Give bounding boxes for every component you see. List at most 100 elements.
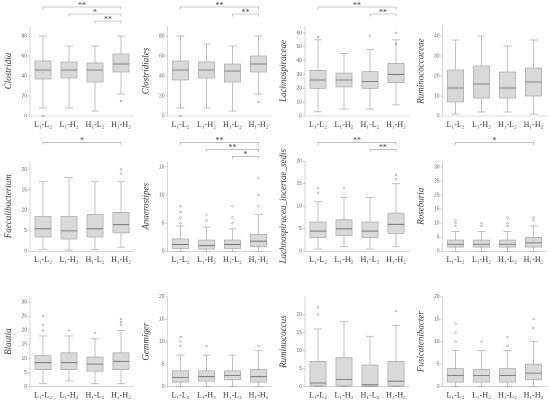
y-tick-label: 15: [434, 316, 440, 322]
panel-title: Ruminococcaceae: [416, 38, 426, 104]
y-tick-label: 5: [24, 228, 27, 234]
x-tick-label: L₁-H₂: [197, 120, 216, 129]
y-tick-label: 60: [159, 53, 165, 59]
panel: Fusicatenibacter 0 5 10 15 20 L₁-L₂ L₁-H₂ H₁-L₂ H…: [416, 294, 547, 399]
x-tick-label: L₁-L₂: [446, 390, 464, 399]
box: [387, 212, 405, 234]
x-tick-label: L₁-L₂: [34, 120, 52, 129]
outlier: [179, 205, 182, 208]
outlier: [179, 340, 182, 343]
y-tick-label: 0: [437, 249, 440, 255]
y-tick-label: 10: [296, 348, 302, 354]
y-tick-label: 20: [159, 294, 165, 300]
y-tick-label: 5: [437, 235, 440, 241]
significance-label: *: [80, 136, 84, 145]
panel-title: Clostridia: [3, 52, 13, 89]
significance-bracket: [317, 6, 397, 10]
panel-title: Lachnospiracea_incertae_sedis: [278, 149, 288, 265]
y-tick-label: 30: [434, 53, 440, 59]
panel: Lachnospiracea_incertae_sedis 0 5 10 15 20 L₁-…: [278, 136, 409, 265]
box: [525, 236, 542, 248]
box: [361, 364, 379, 387]
box: [172, 370, 189, 383]
outlier: [454, 222, 457, 225]
outlier: [532, 216, 535, 219]
outlier: [316, 306, 320, 309]
x-tick-label: L₁-H₂: [197, 390, 216, 399]
panel: Clostridiales 0 20 40 60 80 L₁-L₂ L₁-H₂ H₁-L₂ H₁-…: [141, 0, 272, 129]
significance-bracket: [369, 149, 397, 152]
y-tick-label: 0: [437, 384, 440, 390]
significance-label: **: [242, 7, 250, 16]
outlier: [506, 224, 509, 228]
y-tick-label: 25: [434, 178, 440, 184]
outlier: [205, 219, 208, 222]
panel: Clostridia 0 20 40 60 80 L₁-L₂ L₁-H₂ H₁-L₂ H₁-H₂ *…: [3, 0, 134, 129]
x-tick-label: H₁-L₂: [223, 255, 242, 264]
y-tick-label: 5: [162, 221, 165, 227]
y-tick-label: 10: [296, 204, 302, 210]
outlier: [231, 205, 234, 208]
panel-title: Lachnospiraceae: [278, 40, 288, 103]
x-tick-label: H₁-H₂: [111, 255, 131, 264]
y-tick-label: 20: [296, 312, 302, 318]
x-tick-label: L₁-L₂: [446, 255, 464, 264]
y-tick-label: 20: [296, 86, 302, 92]
x-tick-label: L₁-L₂: [34, 255, 52, 264]
x-tick-label: H₁-L₂: [223, 390, 242, 399]
outlier: [41, 329, 45, 332]
panel-title: Blautia: [3, 328, 13, 355]
outlier: [506, 222, 509, 225]
outlier: [342, 187, 346, 190]
x-tick-label: L₁-H₂: [472, 390, 491, 399]
x-tick-label: L₁-H₂: [60, 390, 79, 399]
y-tick-label: 0: [162, 384, 165, 390]
box: [387, 63, 405, 84]
outlier: [506, 216, 509, 219]
significance-bracket: [180, 6, 259, 10]
y-tick-label: 0: [299, 384, 302, 390]
x-tick-label: H₁-L₂: [361, 255, 380, 264]
y-tick-label: 0: [299, 113, 302, 119]
significance-bracket: [42, 6, 122, 10]
x-tick-label: L₁-L₂: [171, 390, 189, 399]
significance-label: **: [78, 0, 86, 9]
outlier: [41, 323, 45, 326]
x-tick-label: L₁-H₂: [335, 390, 354, 399]
outlier: [41, 315, 45, 318]
significance-label: **: [379, 143, 387, 152]
y-tick-label: 5: [299, 366, 302, 372]
box: [499, 71, 516, 99]
y-tick-label: 30: [434, 164, 440, 170]
outlier: [93, 332, 97, 335]
y-tick-label: 5: [162, 361, 165, 367]
y-tick-label: 10: [296, 99, 302, 105]
x-tick-label: H₁-L₂: [361, 120, 380, 129]
y-tick-label: 20: [21, 167, 27, 173]
y-tick-label: 0: [437, 113, 440, 119]
y-tick-label: 15: [434, 206, 440, 212]
x-tick-label: L₁-H₂: [472, 255, 491, 264]
panel: Blautia 0 5 10 15 20 25 30 L₁-L₂ L₁-H₂ H₁-L₂ H₁-H₂: [3, 296, 134, 399]
y-tick-label: 10: [159, 192, 165, 198]
panel-title: Clostridiales: [141, 47, 151, 94]
outlier: [480, 224, 483, 228]
significance-label: **: [216, 0, 224, 9]
x-tick-label: H₁-L₂: [498, 120, 517, 129]
box: [250, 369, 267, 383]
outlier: [532, 219, 535, 222]
y-tick-label: 10: [159, 339, 165, 345]
y-tick-label: 5: [299, 226, 302, 232]
box: [473, 65, 490, 99]
y-tick-label: 30: [296, 72, 302, 78]
significance-label: **: [353, 136, 361, 145]
significance-bracket: [42, 142, 122, 145]
outlier: [454, 340, 457, 343]
y-tick-label: 0: [24, 249, 27, 255]
x-tick-label: H₁-H₂: [111, 120, 131, 129]
x-tick-label: H₁-H₂: [111, 390, 131, 399]
x-tick-label: L₁-H₂: [335, 255, 354, 264]
x-tick-label: L₁-L₂: [309, 120, 327, 129]
